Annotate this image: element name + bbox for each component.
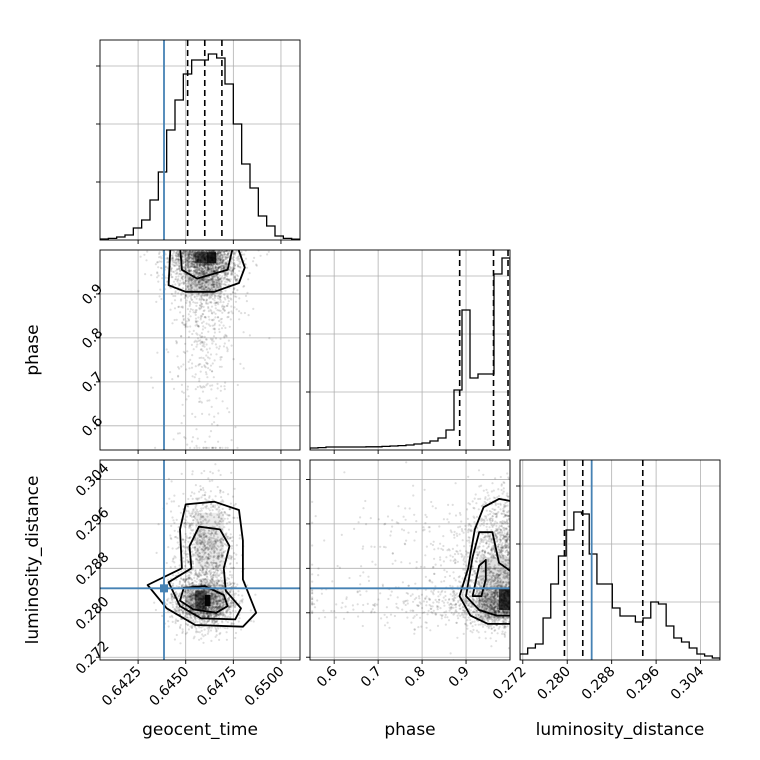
density-cell [195,590,207,610]
x-tick-label: 0.6500 [242,664,288,710]
panel-hist-geocent-time [96,39,301,244]
density-cell [187,278,222,294]
panel-frame [99,459,301,661]
contour [465,531,510,617]
histogram-step [310,257,510,450]
y-tick-label: 0.6 [79,413,106,440]
density-cell [499,587,510,610]
histogram-step [100,53,300,240]
density-cell [204,595,211,607]
y-tick-label: 0.288 [73,549,113,589]
x-tick-label: 0.8 [402,664,429,691]
x-tick-label: 0.6450 [147,664,193,710]
panel-hist-phase [306,249,511,454]
x-tick-label: 0.6475 [194,664,240,710]
x-tick-label: 0.7 [358,664,385,691]
x-tick-label: 0.272 [490,664,530,704]
y-axis-label-luminosity-distance: luminosity_distance [23,476,43,645]
x-tick-label: 0.6 [314,663,341,690]
x-axis-label-phase: phase [384,720,435,740]
panel-frame [309,249,511,451]
contour [167,250,246,293]
panel-distance-vs-geocent-time: 0.6425 0.6450 0.6475 0.65000.2720.2800.2880… [73,459,301,710]
panel-frame [519,459,721,661]
panel-phase-vs-geocent-time: 0.6 0.7 0.8 0.9 [79,249,301,454]
x-tick-label: 0.6425 [99,664,145,710]
density-cell [206,252,217,264]
density-cell [195,252,207,264]
x-tick-label: 0.304 [668,663,708,703]
x-tick-label: 0.9 [446,664,473,691]
panel-distance-vs-phase: 0.6 0.7 0.8 0.9 [306,459,511,691]
x-tick-label: 0.280 [534,664,574,704]
y-axis-label-phase: phase [23,324,43,375]
contour [146,500,258,628]
x-axis-label-luminosity-distance: luminosity_distance [536,720,705,740]
y-tick-label: 0.9 [79,281,106,308]
contour [458,498,510,625]
contour [471,559,487,597]
y-tick-label: 0.296 [73,505,113,545]
panel-hist-luminosity-distance: 0.272 0.280 0.288 0.296 0.304 [490,459,721,704]
y-tick-label: 0.272 [73,638,113,678]
sample-points [311,461,510,660]
x-tick-label: 0.296 [623,663,663,703]
contour [179,250,234,280]
contour [167,525,242,621]
y-tick-label: 0.8 [79,325,106,352]
grid [100,40,300,240]
panel-frame [99,249,301,451]
histogram-step [520,511,720,660]
y-tick-label: 0.7 [79,369,106,396]
truth-marker [160,584,168,593]
x-axis-label-geocent-time: geocent_time [142,720,258,740]
panel-frame [309,459,511,661]
x-tick-label: 0.288 [579,664,619,704]
y-tick-label: 0.304 [73,460,113,500]
density-cell [195,512,224,569]
y-tick-label: 0.280 [73,594,113,634]
panel-frame [99,39,301,241]
